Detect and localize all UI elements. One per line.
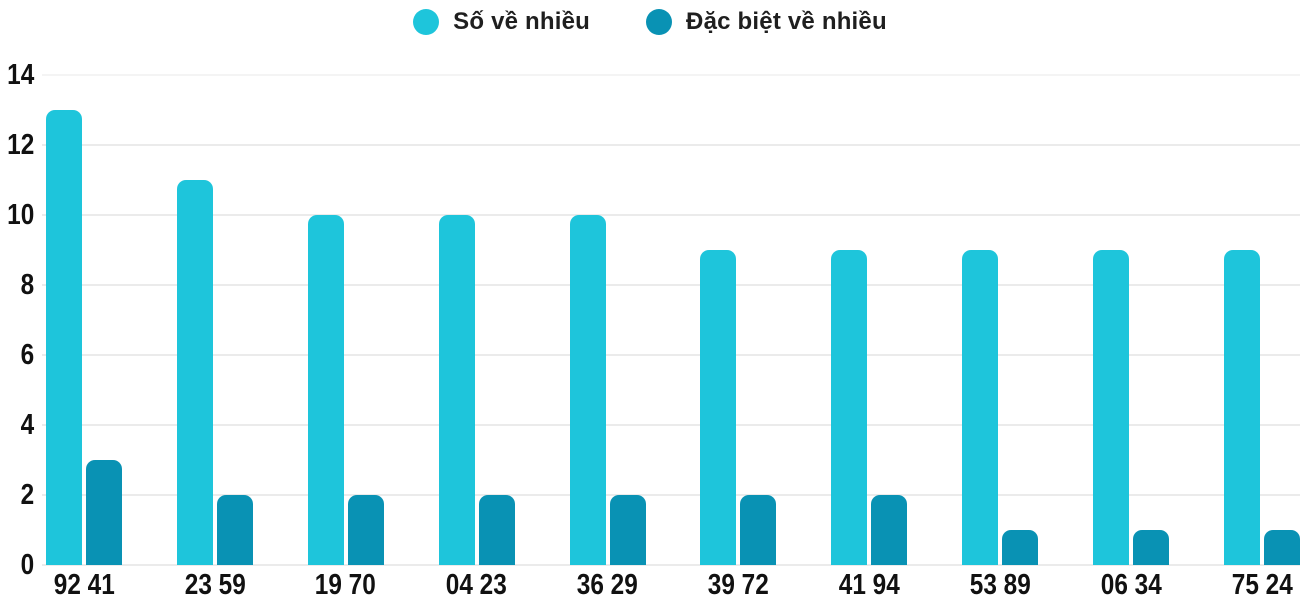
bar-series-0-06-34[interactable] [1093,250,1129,565]
bar-series-1-19-70[interactable] [347,495,384,565]
legend-item-dac-biet-ve-nhieu[interactable]: Đặc biệt về nhiều [646,8,887,36]
plot-area [46,75,1300,565]
bar-series-1-04-23[interactable] [478,495,515,565]
bar-series-1-53-89[interactable] [1002,530,1039,565]
gridline-y-8 [42,284,1300,286]
chart-legend: Số về nhiều Đặc biệt về nhiều [0,8,1300,36]
bar-series-0-19-70[interactable] [307,215,344,565]
x-axis-label-41-94: 41 94 [838,569,900,600]
y-axis-tick-4: 4 [20,409,34,441]
bar-series-0-53-89[interactable] [962,250,999,565]
bar-series-0-23-59[interactable] [176,180,213,565]
bar-group-53-89 [962,75,1039,565]
y-axis-tick-8: 8 [20,269,34,301]
y-axis-tick-2: 2 [20,479,34,511]
x-axis-label-92-41: 92 41 [53,569,115,600]
x-axis-label-39-72: 39 72 [707,569,769,600]
legend-item-so-ve-nhieu[interactable]: Số về nhiều [413,8,590,36]
legend-dot-cyan-icon [413,9,440,35]
y-axis-tick-14: 14 [6,59,34,91]
bar-group-36-29 [569,75,646,565]
bar-series-0-92-41[interactable] [46,110,82,565]
x-axis: 92 41 23 59 19 70 04 23 36 29 39 72 41 94 53 89… [46,570,1300,600]
legend-label: Số về nhiều [453,8,591,35]
bar-series-1-23-59[interactable] [216,495,253,565]
y-axis-tick-0: 0 [20,549,34,581]
gridline-y-2 [42,494,1300,496]
bar-group-41-94 [831,75,908,565]
bar-group-19-70 [307,75,384,565]
bar-series-1-36-29[interactable] [609,495,646,565]
y-axis-tick-10: 10 [6,199,34,231]
bar-series-0-75-24[interactable] [1223,250,1260,565]
gridline-y-6 [42,354,1300,356]
bar-series-0-39-72[interactable] [700,250,737,565]
bar-series-1-41-94[interactable] [871,495,908,565]
y-axis-tick-6: 6 [20,339,34,371]
bar-group-04-23 [438,75,515,565]
x-axis-label-23-59: 23 59 [184,569,246,600]
bar-series-1-06-34[interactable] [1133,530,1169,565]
gridline-y-4 [42,424,1300,426]
x-axis-label-06-34: 06 34 [1100,569,1162,600]
x-axis-label-53-89: 53 89 [969,569,1031,600]
bar-series-0-41-94[interactable] [831,250,868,565]
bar-group-06-34 [1093,75,1169,565]
x-axis-label-19-70: 19 70 [315,569,377,600]
legend-dot-teal-icon [646,9,673,35]
legend-label: Đặc biệt về nhiều [686,8,887,35]
x-axis-label-04-23: 04 23 [446,569,508,600]
bar-group-23-59 [176,75,253,565]
x-axis-label-36-29: 36 29 [577,569,638,600]
bar-series-1-75-24[interactable] [1263,530,1300,565]
bar-series-1-39-72[interactable] [740,495,777,565]
bar-series-0-04-23[interactable] [438,215,475,565]
bar-series-1-92-41[interactable] [86,460,122,565]
x-axis-label-75-24: 75 24 [1231,569,1293,600]
bar-group-92-41 [46,75,122,565]
gridline-y-12 [42,144,1300,146]
bar-group-39-72 [700,75,777,565]
gridline-y-14 [42,74,1300,76]
gridline-y-10 [42,214,1300,216]
y-axis-tick-12: 12 [6,129,34,161]
bar-series-0-36-29[interactable] [569,215,606,565]
gridline-y-0 [42,564,1300,566]
bar-group-75-24 [1223,75,1300,565]
